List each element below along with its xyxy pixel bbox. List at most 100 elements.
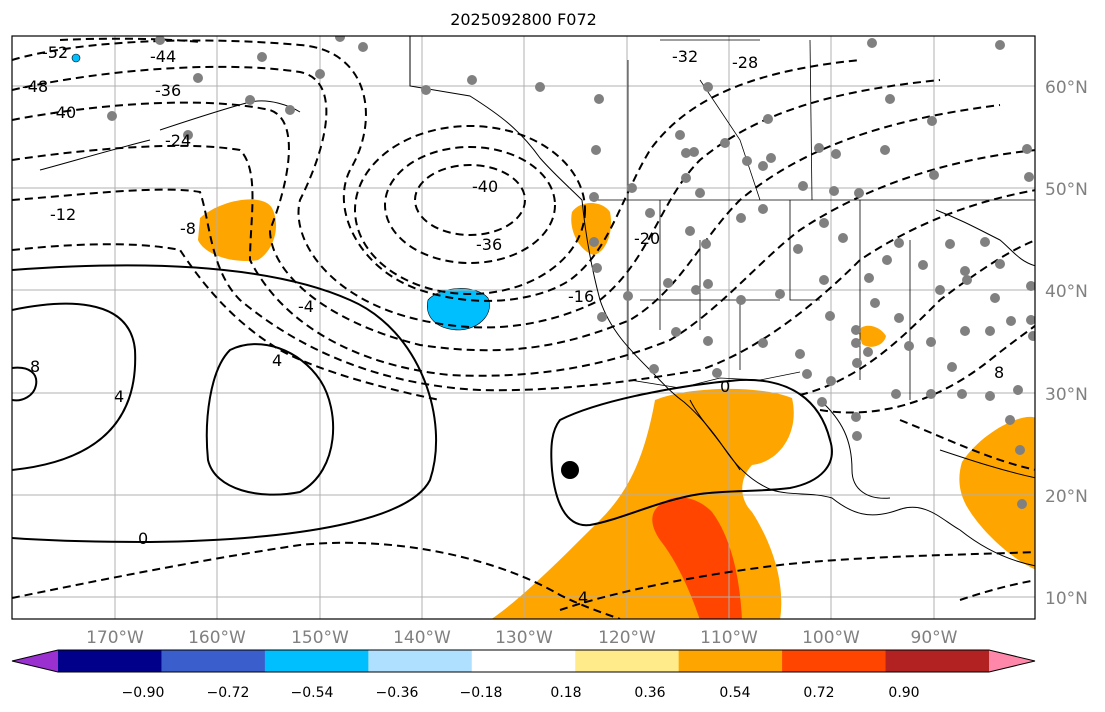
colorbar-segment <box>782 650 887 672</box>
colorbar-segment <box>885 650 990 672</box>
small-negative-dot <box>71 53 81 63</box>
station-dot <box>671 327 681 337</box>
station-dot <box>957 389 967 399</box>
lat-label: 20°N <box>1045 487 1088 507</box>
colorbar-segment <box>678 650 783 672</box>
station-dot <box>535 82 545 92</box>
colorbar-tick-labels: −0.90 −0.72 −0.54 −0.36 −0.18 0.18 0.36 … <box>122 685 920 701</box>
contour-label: -40 <box>50 103 76 122</box>
graticule <box>12 36 1035 619</box>
lat-label: 10°N <box>1045 589 1088 609</box>
station-dot <box>990 293 1000 303</box>
station-dot <box>589 192 599 202</box>
station-dot <box>681 173 691 183</box>
dashed-contours <box>12 37 1035 619</box>
station-dot <box>1013 385 1023 395</box>
positive-anomaly-mexico <box>491 388 794 619</box>
strong-anomaly-mexico <box>652 497 742 619</box>
station-dot <box>257 52 267 62</box>
station-dot <box>703 82 713 92</box>
colorbar-tick-label: 0.90 <box>888 685 919 701</box>
station-dot <box>985 391 995 401</box>
station-dot <box>467 75 477 85</box>
station-dot <box>851 338 861 348</box>
longitude-labels: 170°W 160°W 150°W 140°W 130°W 120°W 110°… <box>86 628 958 648</box>
station-dot <box>995 40 1005 50</box>
station-dot <box>926 337 936 347</box>
station-dot <box>675 130 685 140</box>
station-dot <box>1026 315 1035 325</box>
colorbar-segment <box>58 650 162 672</box>
contour-label: 4 <box>578 588 588 607</box>
station-dot <box>825 311 835 321</box>
station-dot <box>826 376 836 386</box>
station-dot <box>831 149 841 159</box>
station-dot <box>793 244 803 254</box>
station-dot <box>245 95 255 105</box>
station-dot <box>685 226 695 236</box>
station-dot <box>945 239 955 249</box>
contour-label: -4 <box>298 297 314 316</box>
contour-label: 0 <box>138 529 148 548</box>
map-frame <box>11 35 1036 620</box>
lat-label: 30°N <box>1045 385 1088 405</box>
latitude-labels: 60°N 50°N 40°N 30°N 20°N 10°N <box>1045 78 1088 609</box>
colorbar <box>11 649 1036 673</box>
station-dot <box>703 336 713 346</box>
station-dot <box>193 73 203 83</box>
station-dot <box>736 295 746 305</box>
contour-label: -8 <box>180 219 196 238</box>
station-dot <box>929 170 939 180</box>
contour-label: -40 <box>472 177 498 196</box>
station-dot <box>852 431 862 441</box>
station-dot <box>592 263 602 273</box>
colorbar-tick-label: 0.36 <box>634 685 665 701</box>
lon-label: 160°W <box>188 628 246 648</box>
station-dot <box>627 183 637 193</box>
colorbar-segment <box>575 650 680 672</box>
colorbar-tick-label: −0.54 <box>291 685 334 701</box>
station-dot <box>1015 445 1025 455</box>
station-dot <box>798 181 808 191</box>
colorbar-segment <box>368 650 473 672</box>
station-dot <box>1026 281 1035 291</box>
station-dot <box>552 25 562 35</box>
station-dot <box>107 111 117 121</box>
station-dot <box>819 275 829 285</box>
contour-label: -12 <box>50 205 76 224</box>
contour-label: 8 <box>994 363 1004 382</box>
contour-label: -28 <box>732 53 758 72</box>
station-dot <box>960 326 970 336</box>
contour-label: 4 <box>272 351 282 370</box>
colorbar-tick-label: −0.90 <box>122 685 165 701</box>
station-dot <box>315 69 325 79</box>
negative-anomaly-blob <box>427 288 490 331</box>
station-dot <box>1017 499 1027 509</box>
solid-contours <box>12 264 833 544</box>
station-dot <box>758 338 768 348</box>
station-dot <box>285 105 295 115</box>
contour-label: -48 <box>22 77 48 96</box>
colorbar-tick-label: −0.18 <box>460 685 503 701</box>
station-dot <box>155 36 165 45</box>
colorbar-tick-label: 0.18 <box>550 685 581 701</box>
station-dot <box>691 285 701 295</box>
contour-label: 4 <box>114 387 124 406</box>
station-dot <box>421 85 431 95</box>
station-dot <box>335 36 345 42</box>
station-dot <box>814 143 824 153</box>
lon-label: 100°W <box>802 628 860 648</box>
station-dot <box>985 326 995 336</box>
lon-label: 150°W <box>291 628 349 648</box>
colorbar-tick-label: −0.72 <box>207 685 250 701</box>
station-dot <box>775 289 785 299</box>
lon-label: 130°W <box>495 628 553 648</box>
colorbar-tick-label: 0.54 <box>719 685 750 701</box>
station-dot <box>891 389 901 399</box>
station-dot <box>701 239 711 249</box>
station-dot <box>885 94 895 104</box>
contour-label: 0 <box>720 377 730 396</box>
colorbar-segment <box>161 650 266 672</box>
contour-label: -36 <box>476 235 502 254</box>
contour-label: -32 <box>672 47 698 66</box>
